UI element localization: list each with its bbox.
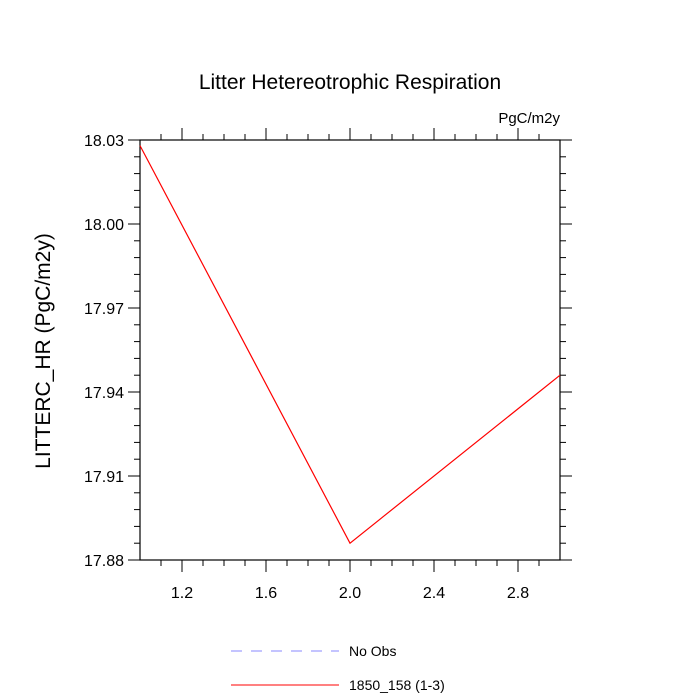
y-tick-label: 18.00 xyxy=(84,217,124,234)
series-line-1 xyxy=(139,145,561,545)
y-tick-label: 17.94 xyxy=(84,385,124,402)
legend: No Obs 1850_158 (1-3) xyxy=(231,643,445,693)
plot-frame xyxy=(139,139,561,561)
x-tick-label: 1.2 xyxy=(171,585,193,602)
y-tick-label: 18.03 xyxy=(84,133,124,150)
axis-ticks: 17.88 17.91 17.94 17.97 18.00 18.03 1.2 1.6 2.0 2… xyxy=(84,128,572,602)
chart-title: Litter Hetereotrophic Respiration xyxy=(199,71,501,94)
x-tick-label: 2.4 xyxy=(423,585,445,602)
y-tick-label: 17.91 xyxy=(84,469,124,486)
y-tick-label: 17.97 xyxy=(84,301,124,318)
x-tick-label: 2.0 xyxy=(339,585,361,602)
x-tick-label: 1.6 xyxy=(255,585,277,602)
y-axis-label: LITTERC_HR (PgC/m2y) xyxy=(32,233,55,469)
legend-label-0: No Obs xyxy=(349,643,396,659)
units-label: PgC/m2y xyxy=(498,110,560,127)
y-tick-label: 17.88 xyxy=(84,553,124,570)
legend-label-1: 1850_158 (1-3) xyxy=(349,677,445,693)
x-tick-label: 2.8 xyxy=(507,585,529,602)
series-layer xyxy=(139,145,561,545)
